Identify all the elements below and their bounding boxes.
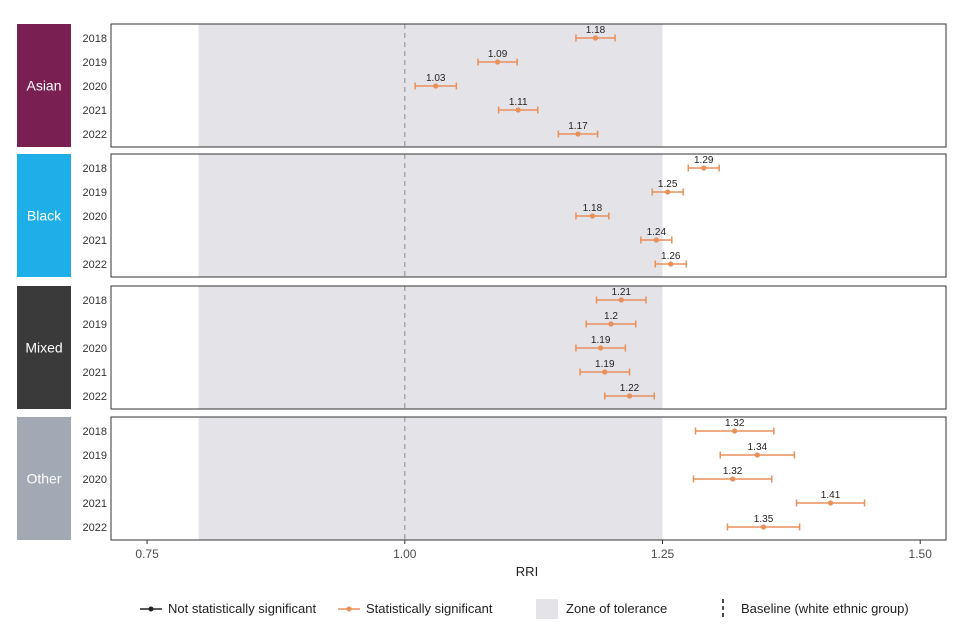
value-label-mixed-2020: 1.19 (591, 335, 611, 346)
x-tick-label-1-25: 1.25 (651, 547, 675, 561)
year-label-asian-2020: 2020 (83, 81, 107, 93)
legend-item-zone: Zone of tolerance (536, 599, 667, 619)
panel-border-other (110, 416, 947, 541)
year-label-black-2018: 2018 (83, 163, 107, 175)
legend: Not statistically significant Statistica… (140, 599, 909, 620)
value-label-asian-2020: 1.03 (426, 73, 446, 84)
value-label-other-2021: 1.41 (821, 490, 841, 501)
year-label-black-2020: 2020 (83, 211, 107, 223)
year-label-mixed-2021: 2021 (83, 367, 107, 379)
point-asian-2018 (592, 35, 599, 41)
point-black-2018 (701, 165, 707, 171)
facet-black: Black 2018 1.29 2019 1.25 2020 1.18 2021 1.24 202… (17, 153, 947, 278)
legend-item-significant: Statistically significant (338, 601, 493, 616)
facet-mixed: Mixed 2018 1.21 2019 1.2 2020 1.19 2021 1.19 2022… (17, 285, 947, 410)
point-asian-2021 (515, 107, 521, 113)
point-asian-2020 (433, 83, 439, 89)
value-label-black-2020: 1.18 (583, 203, 603, 214)
legend-dot-not-significant (148, 606, 154, 612)
year-label-mixed-2022: 2022 (83, 391, 107, 403)
x-axis-ticks: 0.75 1.00 1.25 1.50 (135, 540, 932, 561)
year-label-asian-2022: 2022 (83, 129, 107, 141)
panel-border-mixed (110, 285, 947, 410)
panel-border-asian (110, 23, 947, 148)
point-other-2019 (754, 452, 760, 458)
facet-label-black: Black (27, 208, 62, 224)
year-label-other-2020: 2020 (83, 474, 107, 486)
legend-label-zone: Zone of tolerance (566, 601, 667, 616)
legend-label-baseline: Baseline (white ethnic group) (741, 601, 909, 616)
point-other-2021 (827, 500, 834, 506)
point-black-2021 (653, 237, 659, 243)
legend-label-significant: Statistically significant (366, 601, 493, 616)
year-label-mixed-2018: 2018 (83, 295, 107, 307)
point-asian-2019 (494, 59, 501, 65)
year-label-asian-2021: 2021 (83, 105, 107, 117)
point-other-2018 (732, 428, 738, 434)
year-label-black-2019: 2019 (83, 187, 107, 199)
x-tick-label-1-00: 1.00 (393, 547, 417, 561)
value-label-black-2021: 1.24 (647, 227, 667, 238)
facet-label-asian: Asian (26, 78, 61, 94)
facet-strip-mixed (17, 286, 71, 409)
point-black-2020 (589, 213, 596, 219)
year-label-other-2021: 2021 (83, 498, 107, 510)
point-asian-2022 (575, 131, 581, 137)
facet-strip-other (17, 417, 71, 540)
value-label-other-2018: 1.32 (725, 418, 745, 429)
x-tick-label-0-75: 0.75 (135, 547, 159, 561)
point-mixed-2019 (608, 321, 614, 327)
value-label-other-2019: 1.34 (748, 442, 768, 453)
facet-strip-black (17, 154, 71, 277)
facet-other: Other 2018 1.32 2019 1.34 2020 1.32 2021 1.41 202… (17, 416, 947, 541)
point-other-2022 (760, 524, 767, 530)
point-mixed-2020 (598, 345, 604, 351)
facet-label-other: Other (26, 471, 61, 487)
point-black-2022 (668, 261, 674, 267)
legend-dot-significant (346, 606, 352, 612)
value-label-black-2019: 1.25 (658, 179, 678, 190)
legend-label-not-significant: Not statistically significant (168, 601, 316, 616)
year-label-mixed-2020: 2020 (83, 343, 107, 355)
value-label-black-2022: 1.26 (661, 251, 681, 262)
year-label-black-2022: 2022 (83, 259, 107, 271)
value-label-mixed-2019: 1.2 (604, 311, 618, 322)
value-label-black-2018: 1.29 (694, 155, 714, 166)
year-label-other-2019: 2019 (83, 450, 107, 462)
year-label-asian-2018: 2018 (83, 33, 107, 45)
legend-item-baseline: Baseline (white ethnic group) (722, 599, 909, 620)
point-black-2019 (665, 189, 671, 195)
point-mixed-2022 (626, 393, 633, 399)
legend-swatch-zone (536, 599, 558, 619)
plot-area: Asian 2018 1.18 2019 1.09 2020 1.03 2021 1.11 202… (17, 23, 947, 541)
year-label-other-2018: 2018 (83, 426, 107, 438)
year-label-asian-2019: 2019 (83, 57, 107, 69)
panel-border-black (110, 153, 947, 278)
value-label-asian-2019: 1.09 (488, 49, 508, 60)
value-label-asian-2018: 1.18 (586, 25, 606, 36)
point-mixed-2021 (602, 369, 608, 375)
value-label-mixed-2022: 1.22 (620, 383, 640, 394)
facet-strip-asian (17, 24, 71, 147)
value-label-mixed-2018: 1.21 (612, 287, 632, 298)
year-label-mixed-2019: 2019 (83, 319, 107, 331)
year-label-other-2022: 2022 (83, 522, 107, 534)
point-mixed-2018 (618, 297, 624, 303)
value-label-mixed-2021: 1.19 (595, 359, 615, 370)
facet-asian: Asian 2018 1.18 2019 1.09 2020 1.03 2021 1.11 202… (17, 23, 947, 148)
year-label-black-2021: 2021 (83, 235, 107, 247)
legend-item-not-significant: Not statistically significant (140, 601, 316, 616)
x-tick-label-1-50: 1.50 (909, 547, 933, 561)
value-label-other-2022: 1.35 (754, 514, 774, 525)
tolerance-zone-other (198, 417, 663, 540)
value-label-asian-2022: 1.17 (568, 121, 588, 132)
facet-label-mixed: Mixed (25, 340, 62, 356)
point-other-2020 (730, 476, 736, 482)
x-axis-title: RRI (516, 564, 538, 579)
value-label-other-2020: 1.32 (723, 466, 743, 477)
x-axis: 0.75 1.00 1.25 1.50 RRI (135, 540, 932, 579)
value-label-asian-2021: 1.11 (509, 97, 528, 108)
